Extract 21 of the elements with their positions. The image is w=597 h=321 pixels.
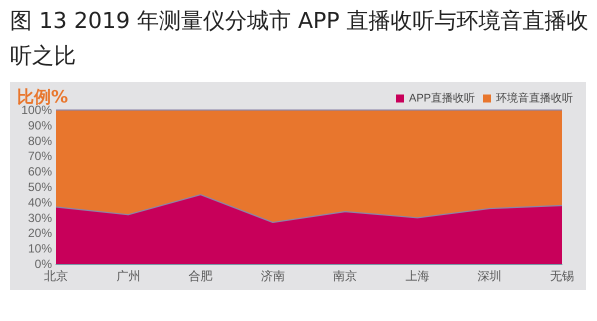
legend-label: APP直播收听 xyxy=(408,92,476,104)
x-tick-label: 南京 xyxy=(333,269,358,283)
legend-label: 环境音直播收听 xyxy=(496,92,573,104)
y-tick-label: 70% xyxy=(28,149,52,164)
y-tick-label: 30% xyxy=(28,210,52,225)
y-tick-label: 0% xyxy=(34,257,52,271)
y-tick-label: 10% xyxy=(28,242,52,256)
x-tick-label: 无锡 xyxy=(550,269,574,283)
y-tick-label: 90% xyxy=(28,118,52,132)
y-tick-label: 40% xyxy=(28,195,52,210)
chart-title: 图 13 2019 年测量仪分城市 APP 直播收听与环境音直播收听之比 xyxy=(10,8,590,71)
y-tick-label: 60% xyxy=(28,164,52,179)
y-tick-label: 50% xyxy=(28,180,52,194)
y-tick-label: 80% xyxy=(28,134,52,148)
x-tick-label: 济南 xyxy=(260,269,285,283)
x-tick-label: 北京 xyxy=(44,269,68,283)
x-tick-label: 广州 xyxy=(116,269,140,283)
x-tick-label: 深圳 xyxy=(478,269,502,283)
y-tick-label: 20% xyxy=(28,226,52,240)
x-tick-label: 合肥 xyxy=(188,269,213,283)
x-tick-label: 上海 xyxy=(405,269,430,283)
